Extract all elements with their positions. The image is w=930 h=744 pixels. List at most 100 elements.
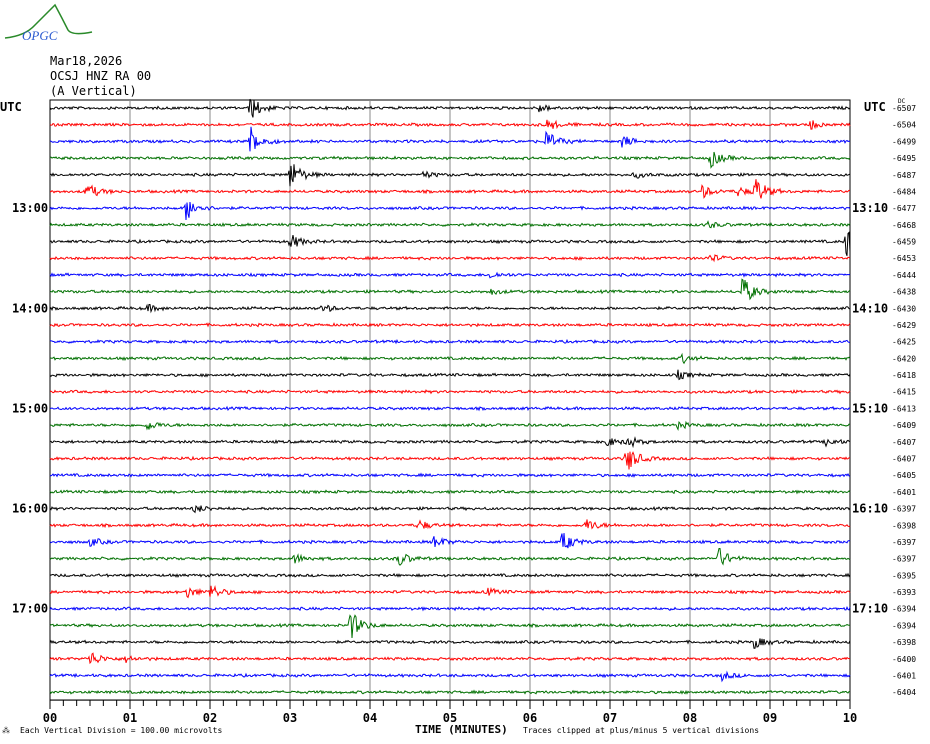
trace-row-26 — [49, 533, 851, 549]
left-time-label: 17:00 — [12, 602, 48, 616]
dc-offset-label: -6468 — [892, 221, 916, 230]
trace-row-10 — [49, 271, 851, 279]
trace-row-34 — [49, 670, 851, 683]
right-time-label: 14:10 — [852, 301, 888, 315]
trace-row-20 — [49, 436, 851, 449]
x-axis-label: TIME (MINUTES) — [415, 723, 508, 736]
trace-row-14 — [49, 338, 850, 345]
trace-row-19 — [49, 420, 851, 431]
trace-row-23 — [49, 489, 851, 495]
dc-offset-label: -6429 — [892, 321, 916, 330]
trace-row-12 — [49, 303, 851, 314]
dc-offset-label: -6420 — [892, 354, 916, 363]
opgc-logo: OPGC — [4, 3, 93, 43]
dc-offset-label: -6407 — [892, 438, 916, 447]
dc-offset-label: -6397 — [892, 538, 916, 547]
dc-offset-label: -6413 — [892, 404, 916, 413]
dc-offset-label: -6504 — [892, 121, 916, 130]
left-time-label: 14:00 — [12, 301, 48, 315]
trace-row-25 — [49, 519, 851, 530]
trace-row-16 — [49, 369, 851, 381]
dc-offset-label: -6477 — [892, 204, 916, 213]
component-label: (A Vertical) — [50, 84, 137, 98]
dc-offset-label: -6404 — [892, 688, 916, 697]
scale-note: Each Vertical Division = 100.00 microvol… — [20, 726, 222, 735]
trace-row-24 — [49, 504, 851, 514]
dc-offset-label: -6418 — [892, 371, 916, 380]
dc-offset-label: -6459 — [892, 238, 916, 247]
clip-note: Traces clipped at plus/minus 5 vertical … — [523, 726, 759, 735]
dc-offset-label: -6438 — [892, 288, 916, 297]
dc-offset-label: -6409 — [892, 421, 916, 430]
trace-row-27 — [49, 548, 851, 566]
trace-row-4 — [49, 164, 851, 187]
trace-row-30 — [49, 606, 851, 612]
station-label: OCSJ HNZ RA 00 — [50, 69, 152, 83]
dc-offset-label: -6398 — [892, 521, 916, 530]
trace-row-32 — [49, 638, 851, 649]
trace-row-6 — [49, 201, 851, 221]
dc-label: DC — [898, 98, 906, 105]
x-tick-label: 09 — [763, 711, 777, 725]
x-tick-label: 00 — [43, 711, 57, 725]
left-time-label: 16:00 — [12, 502, 48, 516]
trace-row-15 — [49, 352, 851, 365]
trace-row-31 — [49, 614, 851, 639]
trace-row-33 — [49, 652, 850, 665]
trace-row-3 — [49, 151, 851, 169]
dc-offset-label: -6398 — [892, 638, 916, 647]
trace-row-18 — [49, 405, 851, 412]
right-time-label: 13:10 — [852, 201, 888, 215]
dc-offset-label: -6495 — [892, 154, 916, 163]
dc-offset-label: -6405 — [892, 471, 916, 480]
dc-offset-label: -6407 — [892, 454, 916, 463]
trace-row-7 — [49, 220, 851, 229]
dc-offset-label: -6397 — [892, 505, 916, 514]
x-tick-label: 07 — [603, 711, 617, 725]
dc-offset-label: -6394 — [892, 605, 916, 614]
right-time-label: 17:10 — [852, 602, 888, 616]
trace-row-21 — [49, 451, 851, 470]
right-time-label: 16:10 — [852, 502, 888, 516]
trace-row-1 — [49, 119, 851, 130]
dc-offset-label: -6397 — [892, 555, 916, 564]
left-utc-label: UTC — [0, 100, 22, 114]
trace-row-5 — [49, 179, 850, 199]
right-time-label: 15:10 — [852, 401, 888, 415]
x-tick-label: 05 — [443, 711, 457, 725]
date-label: Mar18,2026 — [50, 54, 123, 68]
trace-row-0 — [49, 98, 851, 118]
dc-offset-label: -6507 — [892, 104, 916, 113]
left-time-label: 13:00 — [12, 201, 48, 215]
trace-row-11 — [49, 278, 851, 301]
x-tick-label: 03 — [283, 711, 297, 725]
dc-offset-label: -6401 — [892, 488, 916, 497]
x-tick-label: 10 — [843, 711, 857, 725]
logo-text: OPGC — [22, 28, 58, 43]
trace-row-22 — [49, 472, 851, 478]
dc-offset-label: -6395 — [892, 571, 916, 580]
dc-offset-label: -6394 — [892, 621, 916, 630]
dc-offset-label: -6393 — [892, 588, 916, 597]
trace-row-8 — [49, 231, 851, 256]
dc-offset-label: -6453 — [892, 254, 916, 263]
trace-row-2 — [49, 126, 851, 152]
x-tick-label: 02 — [203, 711, 217, 725]
x-tick-label: 04 — [363, 711, 377, 725]
dc-offset-label: -6401 — [892, 671, 916, 680]
x-tick-label: 06 — [523, 711, 537, 725]
trace-row-29 — [49, 585, 851, 599]
left-time-label: 15:00 — [12, 401, 48, 415]
dc-offset-label: -6499 — [892, 137, 916, 146]
trace-row-35 — [49, 689, 851, 695]
dc-offset-label: -6400 — [892, 655, 916, 664]
right-utc-label: UTC — [864, 100, 886, 114]
dc-offset-label: -6415 — [892, 388, 916, 397]
trace-row-17 — [49, 389, 851, 395]
trace-row-28 — [49, 572, 851, 578]
dc-offset-label: -6425 — [892, 338, 916, 347]
x-tick-label: 08 — [683, 711, 697, 725]
trace-row-13 — [49, 322, 851, 328]
